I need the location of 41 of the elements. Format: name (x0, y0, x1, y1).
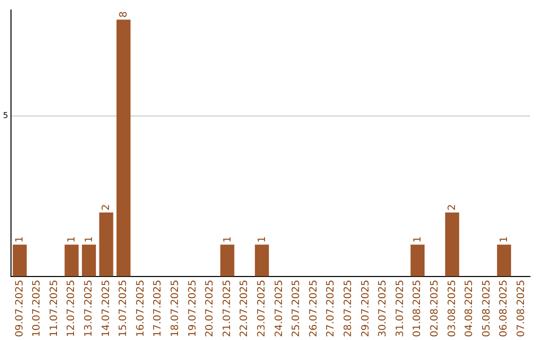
x-tick-label: 23.07.2025 (256, 280, 268, 338)
x-tick-label: 09.07.2025 (14, 280, 26, 338)
x-tick-label: 05.08.2025 (481, 280, 492, 338)
x-tick-label: 27.07.2025 (326, 280, 337, 338)
data-label: 1 (412, 236, 424, 243)
x-tick-label: 01.08.2025 (412, 280, 424, 338)
x-tick-label: 20.07.2025 (204, 280, 216, 338)
data-label: 1 (84, 236, 95, 243)
x-tick-label: 19.07.2025 (187, 280, 198, 338)
x-tick-label: 04.08.2025 (464, 280, 476, 338)
x-tick-label: 29.07.2025 (360, 280, 372, 338)
x-tick-label: 07.08.2025 (516, 280, 527, 338)
x-tick-label: 10.07.2025 (32, 280, 43, 338)
x-tick-label: 31.07.2025 (394, 280, 406, 338)
x-tick-label: 18.07.2025 (170, 280, 182, 338)
x-tick-label: 11.07.2025 (48, 280, 60, 338)
x-tick-label: 21.07.2025 (222, 280, 233, 338)
x-tick-label: 25.07.2025 (291, 280, 302, 338)
x-tick-label: 15.07.2025 (118, 280, 130, 338)
x-tick-label: 03.08.2025 (446, 280, 458, 338)
data-label: 2 (101, 204, 112, 210)
data-label: 1 (14, 236, 26, 243)
x-tick-label: 14.07.2025 (100, 280, 112, 338)
x-tick-label: 26.07.2025 (308, 280, 320, 338)
y-tick-label: 5 (2, 111, 8, 120)
x-tick-label: 12.07.2025 (66, 280, 78, 338)
data-label: 1 (256, 236, 268, 243)
x-tick-label: 17.07.2025 (152, 280, 164, 338)
x-tick-label: 06.08.2025 (498, 280, 510, 338)
data-label: 1 (499, 236, 510, 243)
data-label: 1 (222, 236, 234, 243)
x-tick-label: 30.07.2025 (378, 280, 389, 338)
data-label: 8 (118, 11, 130, 18)
x-tick-label: 22.07.2025 (239, 280, 250, 338)
x-tick-label: 24.07.2025 (274, 280, 285, 338)
data-label: 1 (66, 236, 78, 243)
data-label: 2 (447, 204, 458, 210)
x-tick-label: 28.07.2025 (342, 280, 354, 338)
x-tick-label: 02.08.2025 (429, 280, 440, 338)
x-tick-label: 13.07.2025 (84, 280, 95, 338)
x-tick-label: 16.07.2025 (135, 280, 146, 338)
